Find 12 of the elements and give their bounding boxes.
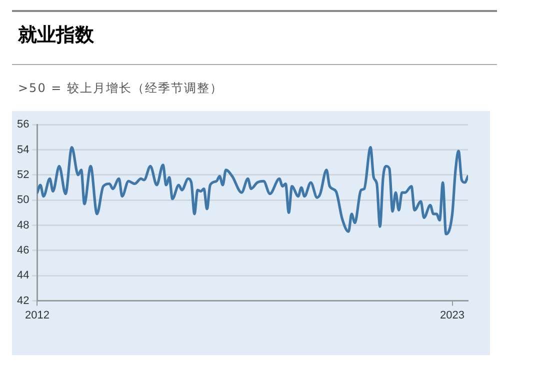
chart-title: 就业指数 [18,23,94,48]
y-tick-label: 50 [16,194,30,206]
y-tick-label: 54 [16,144,30,156]
y-tick-label: 46 [16,244,30,256]
x-tick-label: 2023 [440,309,465,322]
y-tick-label: 44 [16,270,30,282]
y-tick-label: 42 [16,294,30,307]
x-tick-label: 2012 [24,309,50,322]
y-tick-label: 48 [16,219,30,232]
y-tick-label: 56 [16,118,30,131]
chart-subtitle: >50 = 较上月增长（经季节调整） [18,80,224,97]
y-tick-label: 52 [16,168,30,181]
